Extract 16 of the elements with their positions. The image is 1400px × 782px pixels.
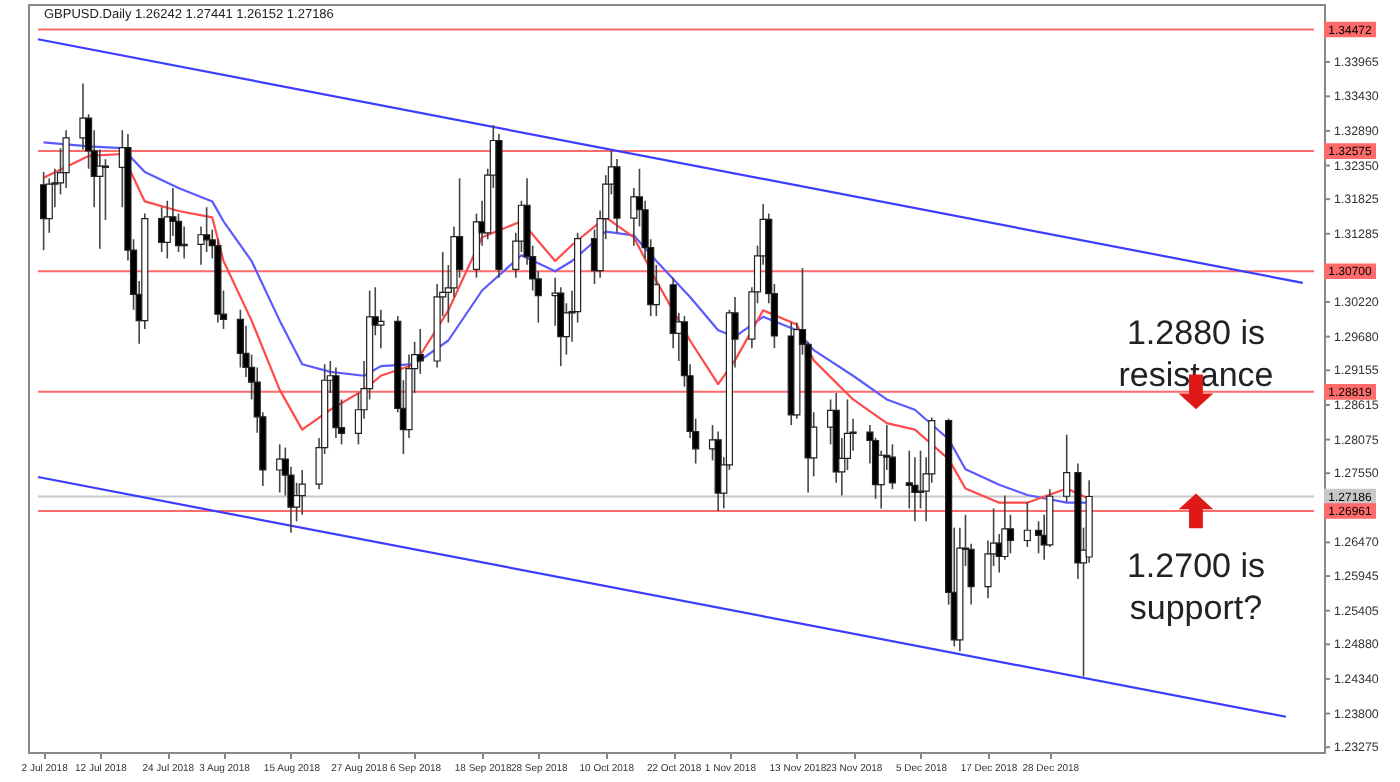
candlestick <box>416 328 424 375</box>
candlestick <box>96 148 104 250</box>
candlestick <box>276 443 284 494</box>
annotation: 1.2880 is resistance <box>1118 313 1274 394</box>
candlestick <box>203 206 211 253</box>
annotation: 1.2700 is support? <box>1126 546 1265 627</box>
candlestick <box>377 308 385 349</box>
candlestick <box>1006 514 1015 555</box>
candlestick <box>180 225 188 260</box>
candlestick <box>298 469 306 516</box>
candlestick <box>1034 520 1043 555</box>
candlestick <box>1063 433 1071 503</box>
candlestick <box>236 308 244 369</box>
candlestick <box>557 286 565 367</box>
candlestick <box>62 129 70 189</box>
candlestick <box>1023 501 1031 548</box>
